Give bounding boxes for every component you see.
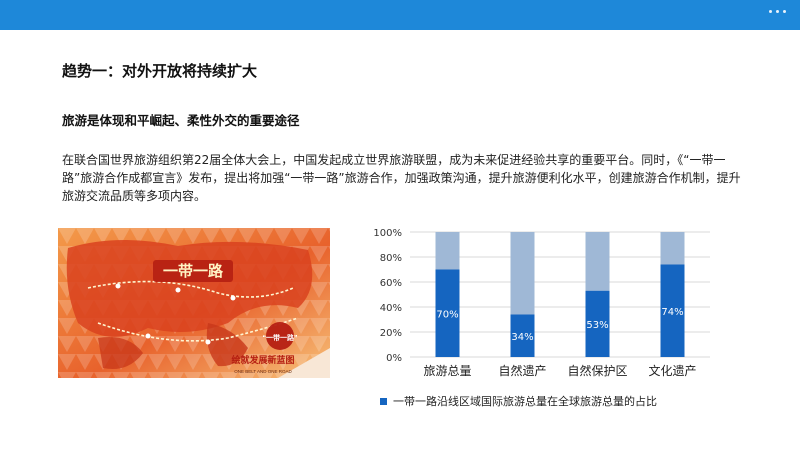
bar-segment-share [660,264,685,357]
bar-data-label: 70% [436,309,458,320]
y-tick-label: 80% [380,253,402,264]
slide-headline: 趋势一：对外开放将持续扩大 [62,62,258,80]
belt-road-map-illustration: 一带一路 “一带一路” 绘就发展新蓝图 ONE BELT AND ONE ROA… [58,228,330,378]
section-subheading: 旅游是体现和平崛起、柔性外交的重要途径 [62,113,300,128]
bar-segment-share [510,314,535,357]
stacked-bar-chart: 0% 20% 40% 60% 80% 100% 70% 旅游总量 34% 自然遗产 53% 自然保护区… [373,228,710,378]
tourism-share-chart: 0% 20% 40% 60% 80% 100% 70% 旅游总量 34% 自然遗产 53% 自然保护区… [360,222,760,422]
y-tick-label: 0% [386,353,402,364]
bar-segment-share [585,290,610,357]
map-caption-en: ONE BELT AND ONE ROAD [234,369,292,374]
legend-swatch [380,397,387,405]
bar-data-label: 53% [586,320,608,331]
top-banner [0,0,800,30]
corner-dots [769,10,786,13]
bar-segment-rest [510,232,535,315]
map-seal-text: “一带一路” [263,333,298,342]
bar-data-label: 74% [661,307,683,318]
y-tick-label: 60% [380,278,402,289]
body-paragraph: 在联合国世界旅游组织第22届全体大会上，中国发起成立世界旅游联盟，成为未来促进经… [62,153,741,203]
bar-segment-rest [435,232,460,270]
x-category-label: 自然遗产 [498,363,546,378]
y-tick-label: 40% [380,303,402,314]
x-category-label: 自然保护区 [567,363,627,378]
legend-label: 一带一路沿线区域国际旅游总量在全球旅游总量的占比 [393,395,657,408]
x-category-label: 文化遗产 [648,363,696,378]
bar-segment-share [435,269,460,357]
map-caption: 绘就发展新蓝图 [231,354,294,365]
bar-segment-rest [660,232,685,265]
y-tick-label: 20% [380,328,402,339]
y-tick-label: 100% [373,228,402,239]
bar-segment-rest [585,232,610,291]
belt-road-map-image: 一带一路 “一带一路” 绘就发展新蓝图 ONE BELT AND ONE ROA… [58,228,330,378]
x-category-label: 旅游总量 [423,364,471,378]
chart-legend: 一带一路沿线区域国际旅游总量在全球旅游总量的占比 [380,393,657,409]
map-banner-text: 一带一路 [163,262,224,280]
bar-data-label: 34% [511,332,533,343]
